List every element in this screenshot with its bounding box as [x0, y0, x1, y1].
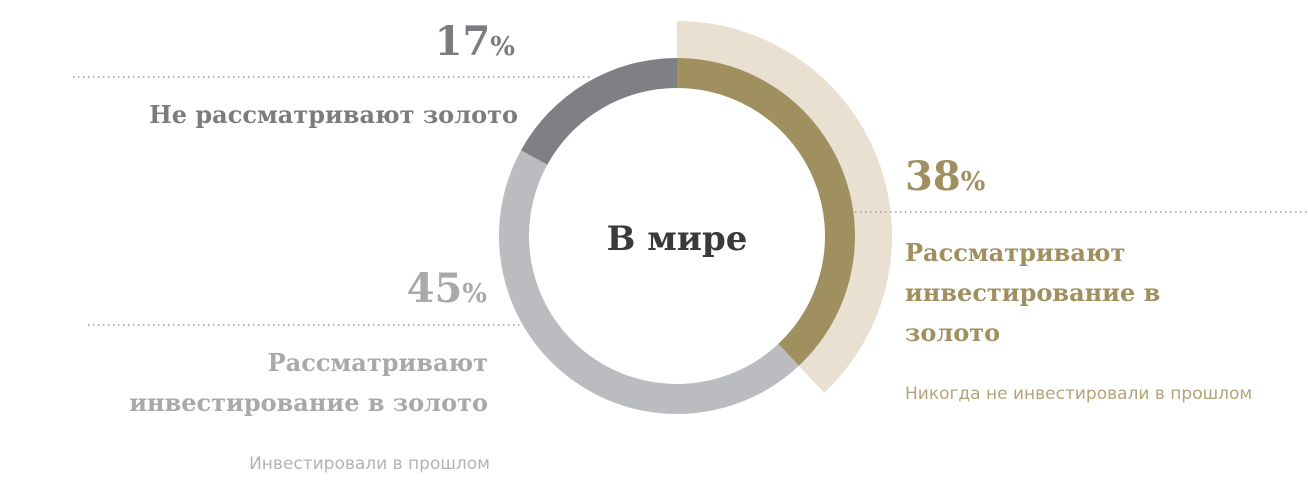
donut-segment — [677, 58, 855, 366]
sublabel: Никогда не инвестировали в прошлом — [905, 384, 1253, 404]
value-label: 45% — [407, 265, 488, 312]
donut-segment — [521, 58, 677, 165]
sublabel: Инвестировали в прошлом — [249, 454, 490, 474]
category-label: Рассматривают инвестирование в золото — [905, 238, 1161, 347]
center-label: В мире — [607, 219, 748, 259]
donut-segment — [498, 150, 799, 415]
value-label: 17% — [435, 18, 516, 65]
category-label: Не рассматривают золото — [149, 100, 518, 129]
highlight-band — [677, 21, 892, 393]
category-label: Рассматривают инвестирование в золото — [129, 348, 488, 417]
value-label: 38% — [905, 153, 986, 200]
